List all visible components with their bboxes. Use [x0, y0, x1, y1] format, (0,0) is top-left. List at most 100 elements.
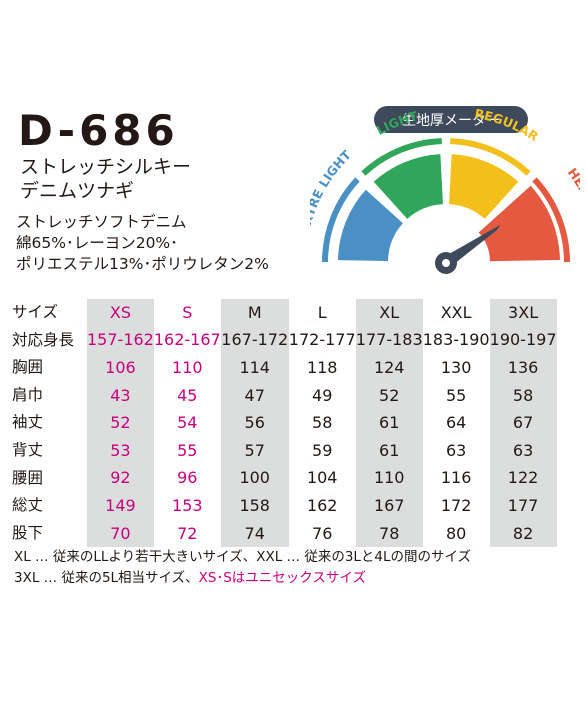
- size-row: 股下 70 72 74 76 78 80 82: [12, 519, 557, 548]
- row-label: 背丈: [12, 441, 44, 460]
- size-cell: 70: [87, 519, 154, 548]
- size-cell: 116: [440, 468, 472, 488]
- size-header-cell: XXL: [440, 302, 472, 322]
- size-header-row: サイズ XS S M L XL XXL 3XL: [12, 299, 557, 327]
- meter-outer-arc: [361, 138, 442, 176]
- meter-segment: [478, 185, 560, 262]
- size-note-line2-plain: 3XL … 従来の5L相当サイズ、: [14, 570, 199, 586]
- size-cell: 58: [489, 381, 557, 410]
- size-cell: 64: [445, 413, 467, 433]
- size-cell: 72: [177, 523, 198, 543]
- size-cell: 114: [220, 354, 289, 382]
- size-cell: 45: [177, 385, 198, 405]
- size-row: 肩巾 43 45 47 49 52 55 58: [12, 381, 557, 410]
- meter-outer-arc: [322, 177, 360, 262]
- size-cell: 118: [306, 357, 338, 377]
- size-cell: 53: [87, 436, 154, 465]
- size-note-unisex: XS･Sはユニセックスサイズ: [198, 570, 366, 586]
- row-label: サイズ: [12, 303, 59, 322]
- size-header-cell: M: [220, 299, 289, 327]
- meter-segment: [373, 154, 443, 219]
- size-cell: 100: [220, 464, 289, 493]
- meter-label-heavy: HEAVY: [565, 165, 580, 215]
- row-label: 対応身長: [12, 330, 75, 349]
- size-cell: 56: [220, 409, 289, 437]
- size-note-line1: XL … 従来のLLより若干大きいサイズ、XXL … 従来の3Lと4Lの間のサイ…: [14, 549, 472, 565]
- fabric-line1: ストレッチソフトデニム: [16, 213, 187, 231]
- size-cell: 172-177: [288, 330, 356, 350]
- size-cell: 177: [489, 492, 557, 520]
- size-cell: 55: [445, 385, 467, 405]
- size-note-line2: 3XL … 従来の5L相当サイズ、XS･Sはユニセックスサイズ: [14, 570, 366, 586]
- size-cell: 63: [489, 436, 557, 465]
- size-cell: 106: [87, 354, 154, 382]
- meter-title-badge: [374, 106, 528, 133]
- size-header-cell: XL: [355, 299, 423, 327]
- size-cell: 96: [177, 468, 198, 488]
- size-row: 背丈 53 55 57 59 61 63 63: [12, 436, 557, 465]
- size-cell: 149: [87, 492, 154, 520]
- size-cell: 54: [177, 413, 198, 433]
- size-cell: 67: [489, 409, 557, 437]
- size-cell: 167-172: [220, 326, 289, 355]
- size-cell: 63: [445, 440, 467, 460]
- row-label: 肩巾: [12, 385, 44, 404]
- product-name-line2: デニムツナギ: [20, 180, 135, 202]
- meter-outer-arc: [532, 177, 570, 262]
- meter-title: 生地厚メーター: [402, 113, 500, 129]
- size-cell: 49: [312, 385, 333, 405]
- size-cell: 110: [172, 357, 203, 377]
- size-cell: 162: [306, 495, 338, 515]
- fabric-thickness-meter: 生地厚メーター EXTRE LIGHT LIGHT REGULAR HEAVY: [310, 106, 580, 274]
- product-name-line1: ストレッチシルキー: [20, 156, 192, 178]
- product-code: D-686: [18, 106, 179, 155]
- size-cell: 47: [220, 381, 289, 410]
- size-cell: 190-197: [489, 326, 557, 355]
- size-cell: 162-167: [153, 330, 221, 350]
- meter-outer-arc: [450, 138, 531, 176]
- size-row: 総丈 149 153 158 162 167 172 177: [12, 492, 557, 520]
- size-header-cell: S: [182, 302, 193, 322]
- size-cell: 59: [312, 440, 333, 460]
- size-cell: 124: [355, 354, 423, 382]
- size-cell: 130: [440, 357, 472, 377]
- size-cell: 153: [172, 495, 203, 515]
- size-cell: 104: [306, 468, 338, 488]
- size-header-cell: 3XL: [489, 299, 557, 327]
- size-cell: 157-162: [87, 326, 154, 355]
- meter-inner-arcs: [338, 154, 560, 262]
- fabric-line2: 綿65%･レーヨン20%･: [16, 234, 178, 252]
- size-row: 袖丈 52 54 56 58 61 64 67: [12, 409, 557, 437]
- size-table: サイズ XS S M L XL XXL 3XL 対応身長 157-162 162-167 167-17…: [12, 299, 557, 548]
- size-cell: 82: [489, 519, 557, 548]
- size-cell: 58: [312, 413, 333, 433]
- size-row: 腰囲 92 96 100 104 110 116 122: [12, 464, 557, 493]
- meter-segment: [449, 154, 519, 219]
- size-header-cell: L: [317, 302, 327, 322]
- fabric-line3: ポリエステル13%･ポリウレタン2%: [16, 255, 269, 273]
- size-cell: 177-183: [355, 326, 423, 355]
- size-cell: 74: [220, 519, 289, 548]
- meter-needle: [442, 225, 500, 268]
- size-cell: 76: [312, 523, 333, 543]
- meter-outer-arcs: [322, 138, 570, 262]
- size-cell: 57: [220, 436, 289, 465]
- size-cell: 183-190: [422, 330, 490, 350]
- row-label: 腰囲: [12, 468, 44, 487]
- size-cell: 61: [355, 436, 423, 465]
- size-cell: 92: [87, 464, 154, 493]
- size-cell: 122: [489, 464, 557, 493]
- size-cell: 52: [355, 381, 423, 410]
- svg-text:HEAVY: HEAVY: [565, 165, 580, 215]
- row-label: 総丈: [12, 496, 44, 515]
- row-label: 胸囲: [12, 358, 44, 377]
- size-cell: 52: [87, 409, 154, 437]
- size-cell: 167: [355, 492, 423, 520]
- size-cell: 78: [355, 519, 423, 548]
- row-label: 袖丈: [12, 413, 44, 432]
- size-cell: 43: [87, 381, 154, 410]
- row-label: 股下: [12, 523, 44, 542]
- size-row: 胸囲 106 110 114 118 124 130 136: [12, 354, 557, 382]
- size-row: 対応身長 157-162 162-167 167-172 172-177 177-183 1…: [12, 326, 557, 355]
- meter-segment: [338, 189, 403, 261]
